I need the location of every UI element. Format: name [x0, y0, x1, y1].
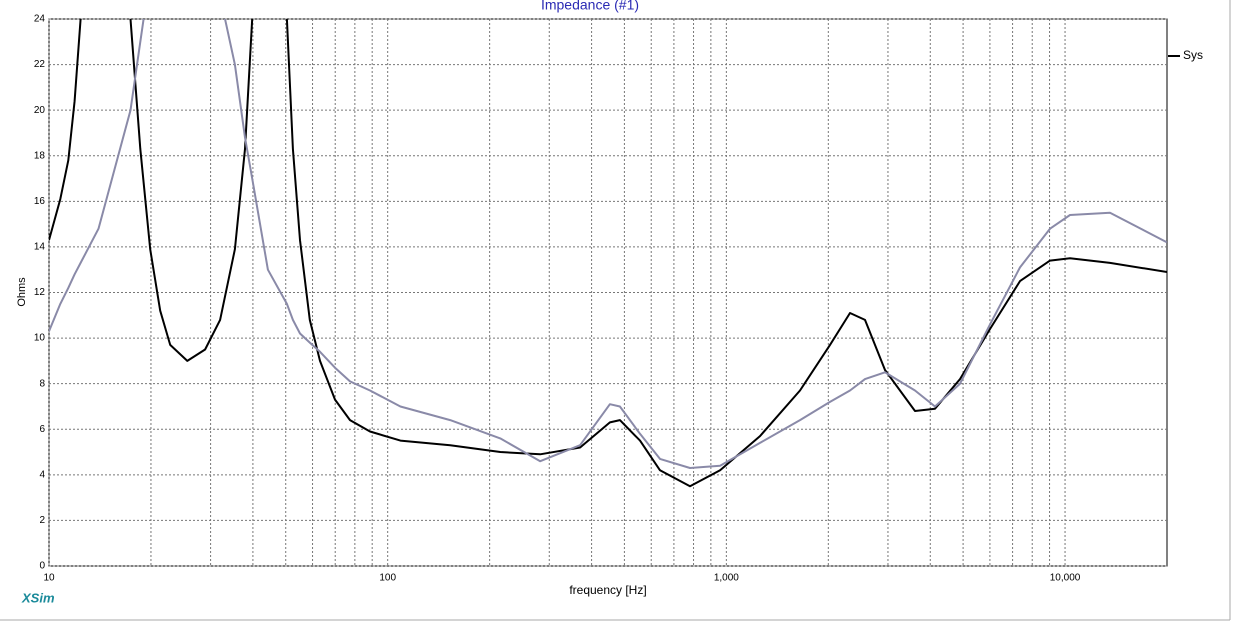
legend-label: Sys [1183, 48, 1203, 62]
chart-title: Impedance (#1) [541, 0, 639, 13]
y-tick-label: 4 [39, 469, 45, 480]
x-tick-label: 10 [43, 573, 55, 584]
series-line [49, 19, 1167, 488]
y-tick-label: 0 [39, 561, 45, 572]
y-tick-label: 20 [34, 105, 46, 116]
y-tick-label: 16 [34, 196, 46, 207]
y-tick-label: 18 [34, 150, 46, 161]
y-axis-label: Ohms [16, 277, 28, 307]
y-tick-label: 6 [39, 424, 45, 435]
x-tick-label: 100 [379, 573, 396, 584]
y-tick-label: 12 [34, 287, 46, 298]
y-tick-label: 24 [34, 14, 46, 25]
x-axis-label: frequency [Hz] [569, 583, 646, 597]
x-tick-label: 10,000 [1050, 573, 1081, 584]
y-tick-label: 2 [39, 515, 45, 526]
plot-frame [48, 18, 1168, 567]
watermark: XSim [21, 590, 55, 605]
y-tick-label: 8 [39, 378, 45, 389]
y-tick-label: 14 [34, 242, 46, 253]
series-line [49, 19, 1167, 469]
y-tick-label: 22 [34, 59, 46, 70]
y-tick-label: 10 [34, 333, 46, 344]
x-tick-label: 1,000 [714, 573, 739, 584]
